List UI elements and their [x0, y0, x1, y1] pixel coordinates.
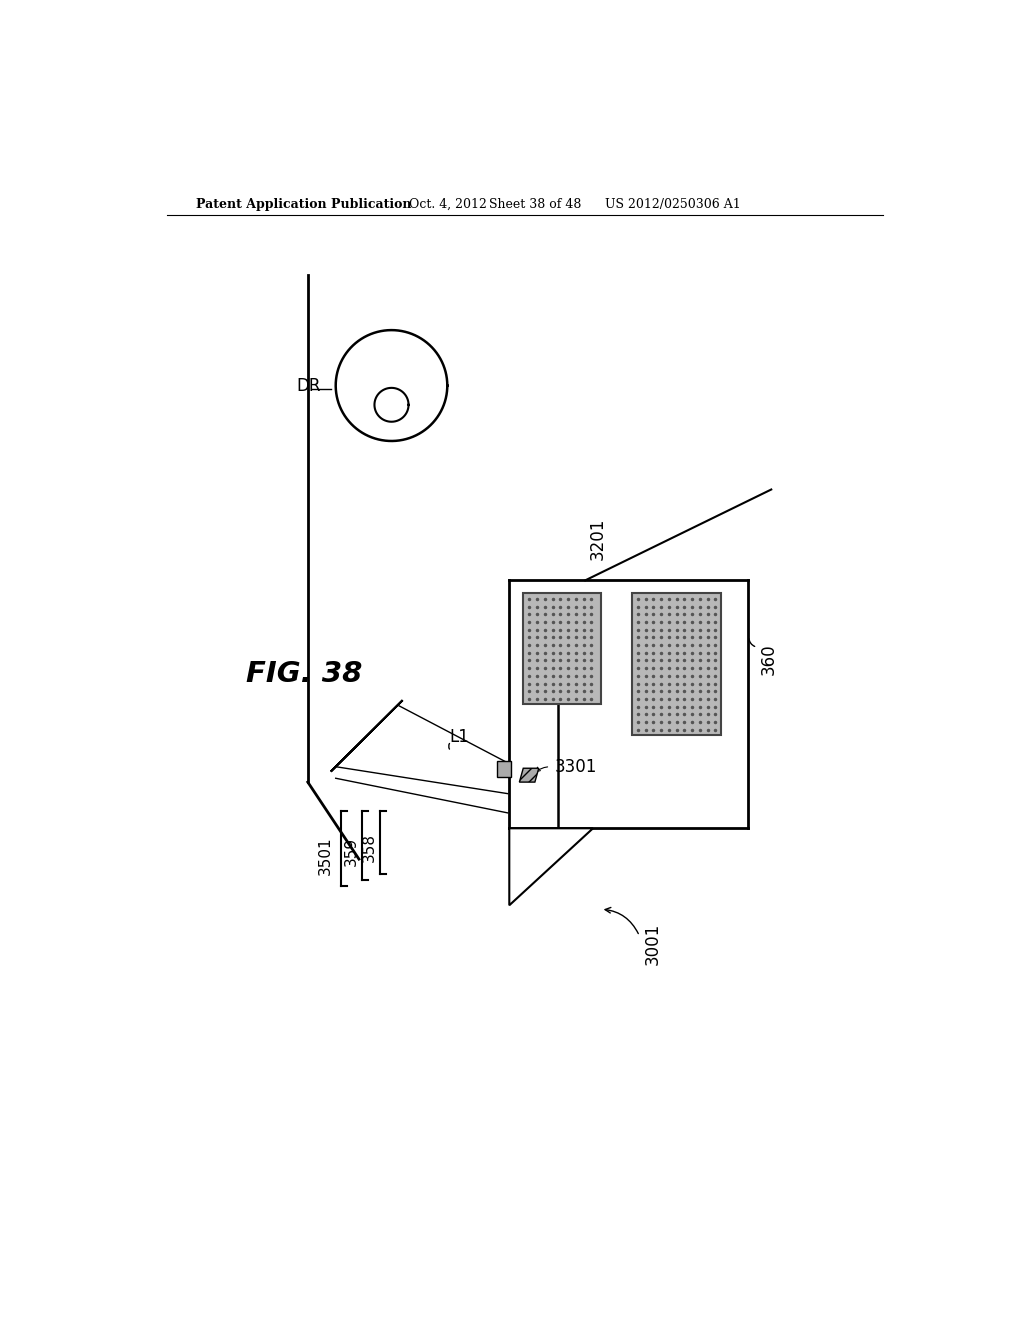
Polygon shape	[509, 829, 593, 906]
Text: L1: L1	[450, 729, 469, 746]
Bar	[523, 593, 601, 705]
Polygon shape	[519, 768, 539, 781]
Polygon shape	[331, 700, 402, 772]
Text: 360: 360	[760, 643, 777, 675]
Text: DR: DR	[296, 376, 321, 395]
FancyArrowPatch shape	[536, 767, 548, 772]
Text: 3501: 3501	[318, 836, 333, 875]
Text: 358: 358	[362, 833, 377, 862]
Text: Oct. 4, 2012: Oct. 4, 2012	[409, 198, 486, 211]
Text: Sheet 38 of 48: Sheet 38 of 48	[489, 198, 582, 211]
Text: 359: 359	[344, 837, 358, 866]
Text: 3301: 3301	[554, 758, 597, 776]
Text: Patent Application Publication: Patent Application Publication	[197, 198, 412, 211]
FancyArrowPatch shape	[749, 639, 755, 647]
Text: 3201: 3201	[589, 517, 606, 561]
FancyArrowPatch shape	[605, 907, 638, 933]
Text: FIG. 38: FIG. 38	[246, 660, 362, 688]
Bar	[497, 760, 511, 777]
Text: US 2012/0250306 A1: US 2012/0250306 A1	[604, 198, 740, 211]
Bar	[632, 593, 721, 735]
Text: 3001: 3001	[643, 923, 662, 965]
